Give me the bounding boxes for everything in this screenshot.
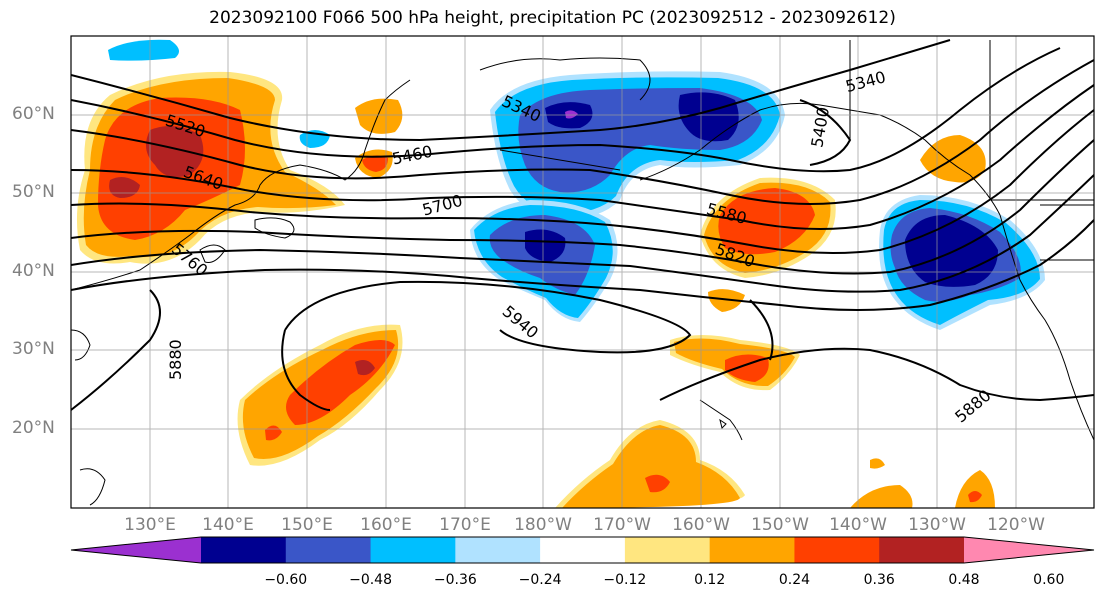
colorbar-tick-label: 0.24 <box>778 572 811 588</box>
lon-label-130e: 130°E <box>124 515 176 535</box>
colorbar-segment <box>879 537 965 563</box>
colorbar-segment <box>455 537 541 563</box>
colorbar-segment <box>285 537 372 563</box>
lon-label-140e: 140°E <box>202 515 254 535</box>
colorbar-extend-high <box>964 537 1094 563</box>
colorbar-tick-label: −0.48 <box>349 572 392 588</box>
precip-positive-cpac-north <box>700 177 836 312</box>
lon-label-150e: 150°E <box>281 515 333 535</box>
colorbar-segment <box>540 537 626 563</box>
lat-label-40n: 40°N <box>12 261 55 281</box>
colorbar-tick-label: −0.36 <box>433 572 477 588</box>
map-frame <box>70 35 1095 509</box>
lon-label-140w: 140°W <box>829 515 887 535</box>
colorbar-segment <box>370 537 456 563</box>
lon-label-160w: 160°W <box>672 515 730 535</box>
colorbar-tick-label: 0.60 <box>1033 572 1065 588</box>
lon-label-180w: 180°W <box>514 515 572 535</box>
colorbar-tick-label: −0.24 <box>518 572 562 588</box>
colorbar-segment <box>201 537 287 563</box>
colorbar-segment <box>709 537 795 563</box>
colorbar-tick-label: −0.12 <box>603 572 647 588</box>
lat-label-60n: 60°N <box>12 104 55 124</box>
map-title: 2023092100 F066 500 hPa height, precipit… <box>209 8 896 28</box>
colorbar-tick-label: 0.36 <box>863 572 895 588</box>
precip-negative-nepac <box>879 195 1045 330</box>
lon-label-150w: 150°W <box>751 515 809 535</box>
colorbar-tick-label: 0.48 <box>948 572 980 588</box>
lat-label-50n: 50°N <box>12 182 55 202</box>
contour-label-5880-west: 5880 <box>166 339 185 380</box>
colorbar-tick-label: 0.12 <box>694 572 726 588</box>
lon-label-120w: 120°W <box>987 515 1045 535</box>
colorbar <box>70 536 1095 564</box>
colorbar-extend-low <box>71 537 201 563</box>
lon-label-160e: 160°E <box>360 515 412 535</box>
colorbar-tick-label: −0.60 <box>264 572 308 588</box>
lon-label-170w: 170°W <box>593 515 651 535</box>
lon-label-130w: 130°W <box>908 515 966 535</box>
lat-label-20n: 20°N <box>12 418 55 438</box>
colorbar-outline <box>70 536 1095 564</box>
colorbar-segment <box>624 537 711 563</box>
height-contours <box>71 39 1094 411</box>
lon-label-170e: 170°E <box>439 515 491 535</box>
colorbar-segment <box>794 537 880 563</box>
lat-label-30n: 30°N <box>12 339 55 359</box>
precip-positive-south <box>555 420 995 508</box>
